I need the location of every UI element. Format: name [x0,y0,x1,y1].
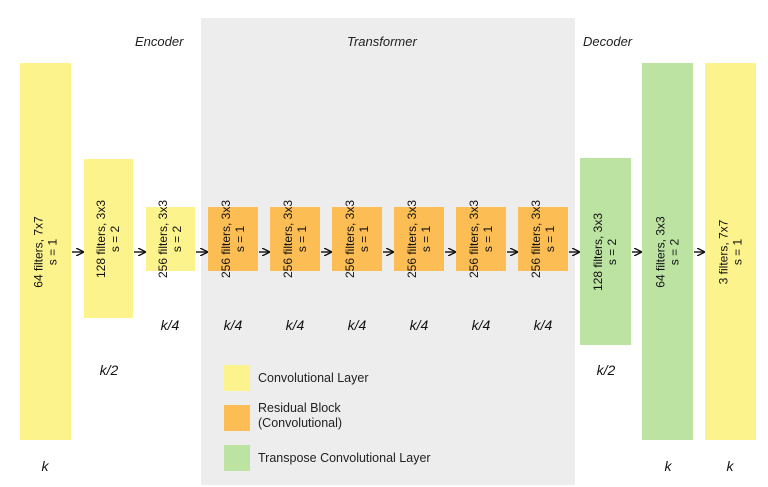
residual-block-1: 256 filters, 3x3 s = 1 [208,200,258,278]
residual-block-6: 256 filters, 3x3 s = 1 [518,200,568,278]
residual-4-stride: s = 1 [419,225,434,253]
layer-10-transpose: 128 filters, 3x3 s = 2 [580,158,631,345]
layer-11-filters: 64 filters, 3x3 [653,215,668,288]
layer-11-transpose: 64 filters, 3x3 s = 2 [642,63,693,440]
dim-label-10: k/2 [596,362,616,378]
residual-block-2: 256 filters, 3x3 s = 1 [270,200,320,278]
dim-label-7: k/4 [409,317,429,333]
layer-11-stride: s = 2 [667,238,682,265]
residual-6-stride: s = 1 [543,225,558,253]
layer-2-stride: s = 2 [108,225,123,252]
layer-2-conv: 128 filters, 3x3 s = 2 [84,159,133,318]
residual-3-stride: s = 1 [357,225,372,253]
dim-label-11: k [664,458,672,474]
dim-label-5: k/4 [285,317,305,333]
layer-12-stride: s = 1 [730,238,745,265]
residual-5-filters: 256 filters, 3x3 [467,199,482,279]
layer-3-stride: s = 2 [170,225,185,253]
decoder-title: Decoder [583,34,633,49]
legend-swatch-conv [224,365,250,391]
dim-label-8: k/4 [471,317,491,333]
legend-label-transpose: Transpose Convolutional Layer [258,451,431,465]
layer-1-filters: 64 filters, 7x7 [31,215,46,288]
dim-label-2: k/2 [99,362,119,378]
legend-swatch-residual [224,405,250,431]
residual-block-4: 256 filters, 3x3 s = 1 [394,200,444,278]
layer-12-filters: 3 filters, 7x7 [716,219,731,284]
residual-1-filters: 256 filters, 3x3 [219,199,234,279]
layer-10-stride: s = 2 [605,238,620,265]
layer-3-filters: 256 filters, 3x3 [156,199,171,279]
dim-label-12: k [726,458,734,474]
residual-5-stride: s = 1 [481,225,496,253]
dim-label-4: k/4 [223,317,243,333]
dim-label-9: k/4 [533,317,553,333]
encoder-title: Encoder [135,34,184,49]
layer-1-conv: 64 filters, 7x7 s = 1 [20,63,71,440]
dim-label-1: k [41,458,49,474]
transformer-title: Transformer [347,34,417,49]
residual-6-filters: 256 filters, 3x3 [529,199,544,279]
layer-10-filters: 128 filters, 3x3 [591,212,606,291]
layer-1-stride: s = 1 [45,238,60,265]
residual-2-stride: s = 1 [295,225,310,253]
residual-1-stride: s = 1 [233,225,248,253]
residual-block-5: 256 filters, 3x3 s = 1 [456,200,506,278]
legend-swatch-transpose [224,445,250,471]
residual-2-filters: 256 filters, 3x3 [281,199,296,279]
residual-4-filters: 256 filters, 3x3 [405,199,420,279]
dim-label-3: k/4 [160,317,180,333]
legend-label-residual: Residual Block (Convolutional) [258,401,343,430]
legend-label-conv: Convolutional Layer [258,371,369,385]
layer-2-filters: 128 filters, 3x3 [94,199,109,278]
dim-label-6: k/4 [347,317,367,333]
residual-block-3: 256 filters, 3x3 s = 1 [332,200,382,278]
layer-3-conv: 256 filters, 3x3 s = 2 [146,200,195,278]
residual-3-filters: 256 filters, 3x3 [343,199,358,279]
layer-12-conv: 3 filters, 7x7 s = 1 [705,63,756,440]
